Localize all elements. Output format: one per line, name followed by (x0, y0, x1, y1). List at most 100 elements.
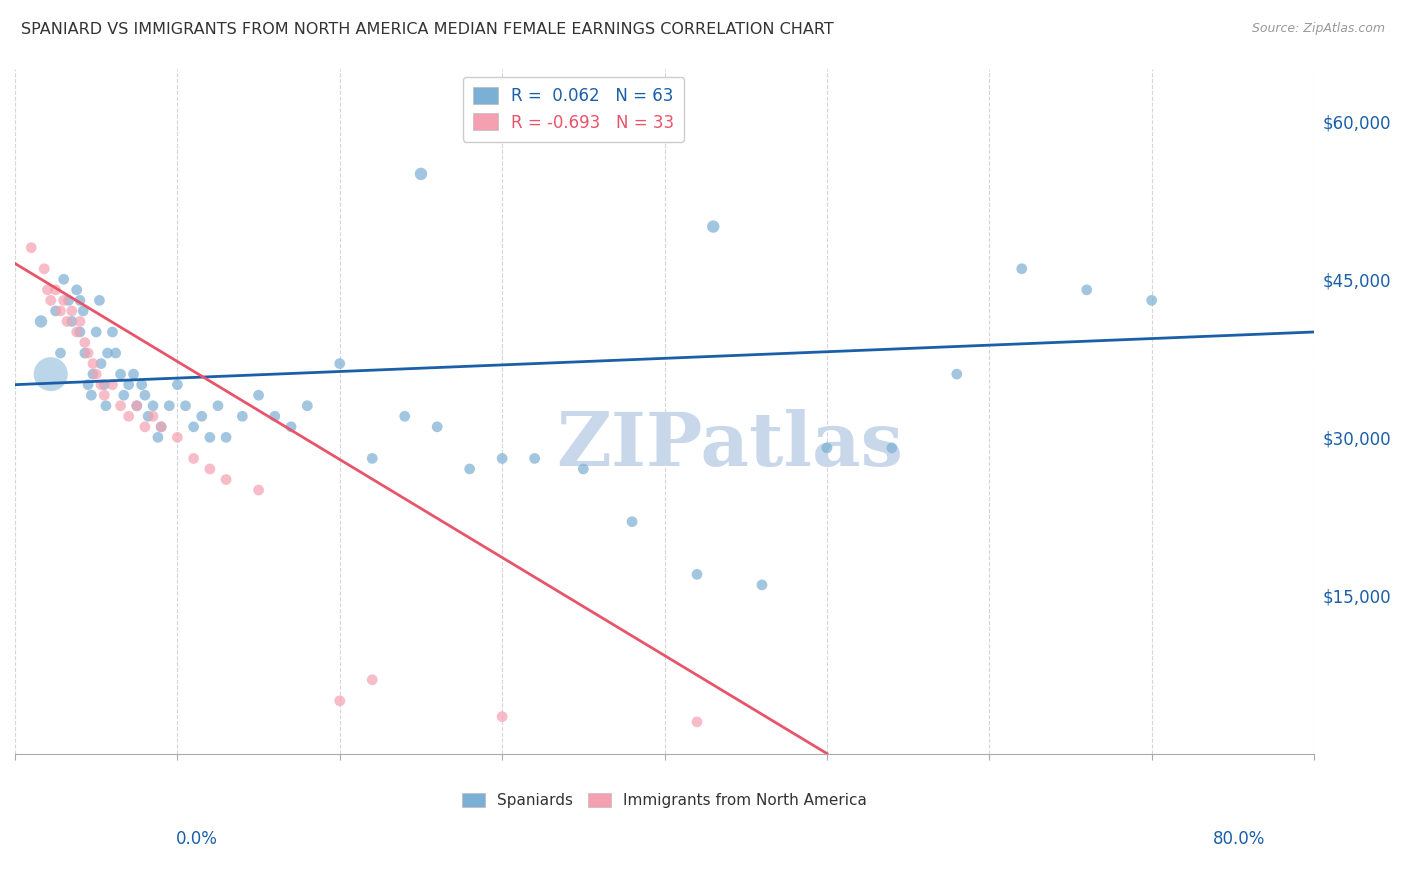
Point (458, 462, 481, 476)
Point (215, 473, 238, 487)
Text: 80.0%: 80.0% (1213, 830, 1265, 847)
Point (142, 399, 165, 413)
Point (112, 388, 135, 402)
Point (183, 420, 205, 434)
Point (60, 304, 83, 318)
Point (247, 388, 270, 402)
Point (150, 420, 173, 434)
Point (131, 377, 153, 392)
Point (394, 409, 416, 424)
Point (73, 335, 96, 350)
Point (52, 293, 75, 308)
Point (297, 399, 319, 413)
Point (73, 346, 96, 360)
Point (1076, 283, 1098, 297)
Point (1011, 261, 1033, 276)
Point (207, 399, 229, 413)
Point (37, 283, 59, 297)
Point (66, 325, 89, 339)
Point (20, 241, 42, 255)
Point (90, 357, 112, 371)
Point (198, 430, 221, 444)
Point (166, 377, 188, 392)
Point (751, 578, 773, 592)
Point (39, 293, 62, 308)
Point (45, 304, 67, 318)
Point (93, 388, 115, 402)
Point (247, 483, 270, 497)
Point (142, 409, 165, 424)
Point (215, 430, 238, 444)
Point (686, 714, 709, 729)
Point (80, 388, 103, 402)
Point (361, 673, 384, 687)
Legend: Spaniards, Immigrants from North America: Spaniards, Immigrants from North America (456, 787, 873, 814)
Point (361, 451, 384, 466)
Point (157, 399, 180, 413)
Point (523, 451, 546, 466)
Point (174, 399, 197, 413)
Point (56, 314, 79, 328)
Point (110, 367, 132, 381)
Point (190, 409, 212, 424)
Point (491, 451, 513, 466)
Point (110, 399, 132, 413)
Text: 0.0%: 0.0% (176, 830, 218, 847)
Point (60, 314, 83, 328)
Point (815, 441, 838, 455)
Point (77, 346, 100, 360)
Point (231, 409, 253, 424)
Point (30, 314, 52, 328)
Point (32, 261, 55, 276)
Point (183, 451, 205, 466)
Point (52, 272, 75, 286)
Point (45, 283, 67, 297)
Point (84, 367, 107, 381)
Point (134, 388, 156, 402)
Point (72, 304, 94, 318)
Point (150, 420, 173, 434)
Text: Source: ZipAtlas.com: Source: ZipAtlas.com (1251, 22, 1385, 36)
Point (198, 462, 221, 476)
Point (122, 367, 145, 381)
Point (1140, 293, 1163, 308)
Point (946, 367, 969, 381)
Point (118, 377, 141, 392)
Point (280, 420, 302, 434)
Point (39, 367, 62, 381)
Point (880, 441, 903, 455)
Point (125, 399, 148, 413)
Point (93, 377, 115, 392)
Point (134, 420, 156, 434)
Point (329, 694, 352, 708)
Point (49, 304, 72, 318)
Point (96, 346, 118, 360)
Point (69, 314, 91, 328)
Point (621, 515, 644, 529)
Point (263, 409, 285, 424)
Point (49, 346, 72, 360)
Point (89, 293, 111, 308)
Point (118, 409, 141, 424)
Point (426, 420, 449, 434)
Point (84, 325, 107, 339)
Point (101, 325, 124, 339)
Point (77, 377, 100, 392)
Point (82, 367, 104, 381)
Point (101, 377, 124, 392)
Point (69, 293, 91, 308)
Point (329, 357, 352, 371)
Text: ZIPatlas: ZIPatlas (555, 409, 903, 482)
Point (104, 346, 127, 360)
Point (146, 430, 169, 444)
Point (69, 325, 91, 339)
Point (409, 167, 432, 181)
Point (166, 430, 188, 444)
Point (125, 399, 148, 413)
Point (66, 283, 89, 297)
Point (491, 709, 513, 723)
Point (702, 219, 724, 234)
Point (94, 399, 117, 413)
Point (58, 293, 80, 308)
Text: SPANIARD VS IMMIGRANTS FROM NORTH AMERICA MEDIAN FEMALE EARNINGS CORRELATION CHA: SPANIARD VS IMMIGRANTS FROM NORTH AMERIC… (21, 22, 834, 37)
